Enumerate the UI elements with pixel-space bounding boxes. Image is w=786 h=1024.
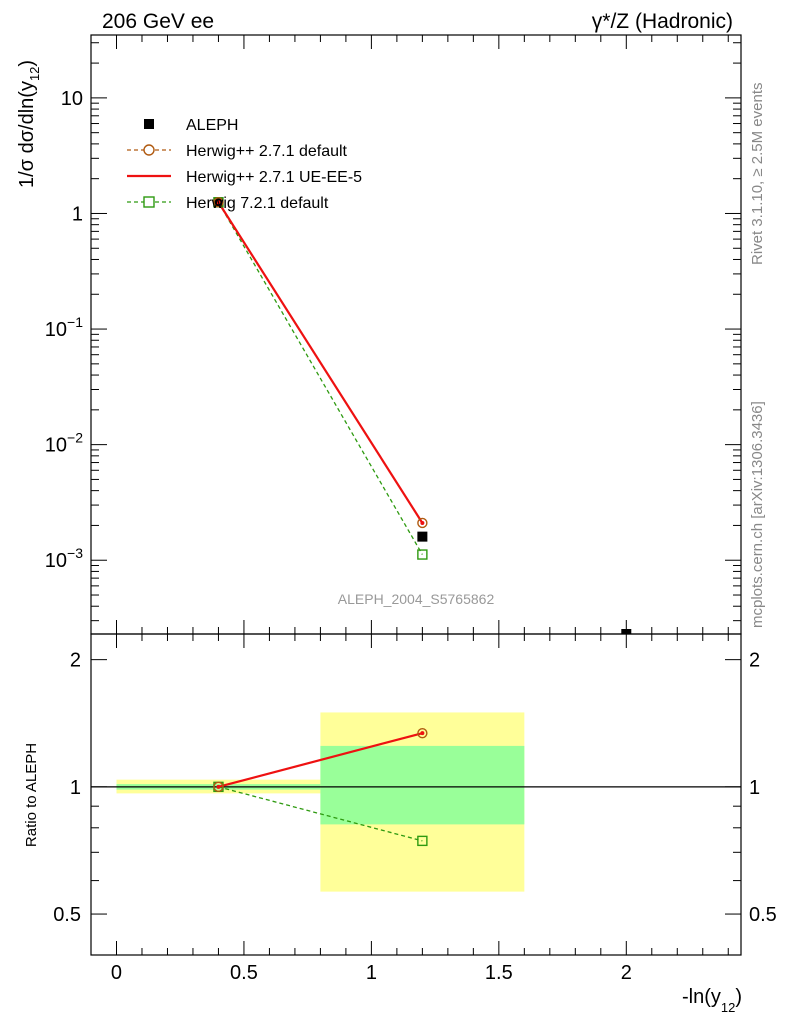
ratio-y-tick-label-right: 0.5 <box>749 904 777 926</box>
main-y-tick-label-exp: −1 <box>67 314 83 330</box>
legend-entry-data: ALEPH <box>144 117 238 134</box>
x-tick-label: 0.5 <box>230 962 258 984</box>
legend-label: Herwig 7.2.1 default <box>186 195 329 212</box>
ratio-herwig7_default-point <box>417 835 428 847</box>
main-y-axis-label-text: 1/σ dσ/dln(y <box>16 81 38 188</box>
main-y-tick-label: 10 <box>61 88 83 110</box>
legend-label: Herwig++ 2.7.1 UE-EE-5 <box>186 169 362 186</box>
x-tick-label: 2 <box>621 962 632 984</box>
main-marks <box>213 197 632 634</box>
x-tick-label: 0 <box>111 962 122 984</box>
legend-entry-herwigpp_default: Herwig++ 2.7.1 default <box>127 143 348 160</box>
main-y-tick-label-base: 10 <box>61 88 83 110</box>
ratio-y-tick-label-right: 1 <box>749 777 760 799</box>
ratio-frame <box>90 633 742 956</box>
herwigpp-ueee5-point <box>420 520 425 525</box>
legend: ALEPH Herwig++ 2.7.1 default Herwig++ 2.7.… <box>127 117 362 212</box>
main-y-tick-label-base: 10 <box>45 435 67 457</box>
ratio-herwigpp_default-point <box>213 781 224 793</box>
x-axis-label: -ln(y12) <box>682 986 742 1015</box>
ratio-bands <box>116 712 525 892</box>
x-tick-label: 1.5 <box>485 962 513 984</box>
main-herwigpp_default-point <box>213 197 224 208</box>
ratio-herwigpp_default-point <box>417 727 428 739</box>
legend-marker <box>144 119 154 129</box>
x-tick-label: 1 <box>366 962 377 984</box>
ratio-axes: 0 0.5 1 1.5 2 0.5 0.5 1 1 2 2 <box>53 633 777 984</box>
ratio-y-tick-label: 0.5 <box>53 904 81 926</box>
ratio-herwigpp-ueee5-point <box>420 731 425 736</box>
herwig7_default-line <box>217 201 423 555</box>
main-y-tick-label: 10−1 <box>45 314 83 341</box>
herwigpp_ueee5-line <box>217 201 424 524</box>
ratio-y-axis-label: Ratio to ALEPH <box>23 743 40 847</box>
main-y-axis-label-close: ) <box>16 60 38 67</box>
rivet-label: Rivet 3.1.10, ≥ 2.5M events <box>749 83 766 266</box>
main-y-tick-label-exp: −3 <box>67 545 83 561</box>
ratio-y-tick-label: 2 <box>70 650 81 672</box>
main-y-tick-label-base: 1 <box>72 203 83 225</box>
herwig7_default-line <box>218 786 423 842</box>
x-axis-label-text: -ln(y <box>682 986 721 1008</box>
ratio-band-inner <box>320 745 525 825</box>
main-y-tick-label-exp: −2 <box>67 430 83 446</box>
main-y-axis-label: 1/σ dσ/dln(y12) <box>16 60 42 188</box>
analysis-id-label: ALEPH_2004_S5765862 <box>338 591 495 607</box>
herwigpp-ueee5-point <box>216 200 221 205</box>
legend-entry-herwigpp_ueee5: Herwig++ 2.7.1 UE-EE-5 <box>127 169 362 186</box>
legend-marker <box>143 144 155 156</box>
legend-marker <box>143 196 155 208</box>
herwigpp_ueee5-line <box>218 732 423 788</box>
main-y-tick-label-base: 10 <box>45 550 67 572</box>
ratio-y-tick-label-right: 2 <box>749 650 760 672</box>
energy-label: 206 GeV ee <box>102 10 214 33</box>
ratio-panel: 0 0.5 1 1.5 20.5 0.51 12 2 Ratio to ALEPH -ln(y… <box>23 633 777 1015</box>
legend-label: Herwig++ 2.7.1 default <box>186 143 348 160</box>
process-label: γ*/Z (Hadronic) <box>592 10 733 33</box>
main-y-tick-label: 10−2 <box>45 430 83 457</box>
ratio-y-tick-label: 1 <box>70 777 81 799</box>
main-herwig7_default-point <box>417 549 428 560</box>
ratio-herwigpp-ueee5-point <box>216 784 221 789</box>
main-y-axis-label-subscript: 12 <box>27 67 42 81</box>
legend-label: ALEPH <box>186 117 238 134</box>
main-y-tick-label: 1 <box>72 203 83 225</box>
main-y-tick-label-base: 10 <box>45 319 67 341</box>
ratio-marks <box>91 727 741 847</box>
mcplots-label: mcplots.cern.ch [arXiv:1306.3436] <box>749 401 766 628</box>
main-herwigpp_default-point <box>417 517 428 529</box>
aleph-data-point <box>417 531 428 542</box>
x-axis-label-subscript: 12 <box>721 1000 735 1015</box>
legend-entry-herwig7_default: Herwig 7.2.1 default <box>127 195 329 212</box>
x-axis-label-close: ) <box>735 986 742 1008</box>
main-y-tick-label: 10−3 <box>45 545 83 572</box>
